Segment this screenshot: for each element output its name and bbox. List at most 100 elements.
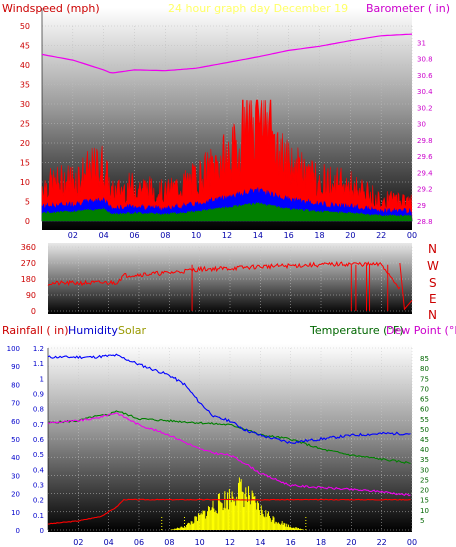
- graph-title: 24 hour graph day December 19: [168, 2, 348, 15]
- p3-x-tick-label: 02: [73, 538, 83, 547]
- p3-humidity-tick-label: 50: [11, 436, 20, 444]
- p3-humidity-tick-label: 80: [11, 381, 20, 389]
- wind-direction-series: [47, 260, 401, 290]
- p1-x-tick-label: 10: [191, 231, 201, 240]
- p3-x-tick-label: 16: [286, 538, 296, 547]
- p2-tick-label: 270: [21, 259, 36, 268]
- p3-humidity-tick-label: 0: [16, 527, 20, 535]
- humidity-title: Humidity: [68, 324, 118, 337]
- p1-left-tick-label: 30: [20, 100, 30, 109]
- p3-humidity-tick-label: 60: [11, 418, 20, 426]
- p3-temp-tick-label: 80: [420, 365, 429, 373]
- p2-tick-label: 90: [26, 291, 36, 300]
- p1-x-tick-label: 00: [407, 231, 417, 240]
- p1-x-tick-label: 04: [99, 231, 109, 240]
- p3-temp-tick-label: 30: [420, 466, 429, 474]
- wind-average-series: [41, 202, 413, 222]
- p2-tick-label: 360: [21, 243, 36, 252]
- dir-label-n-bottom: N: [428, 308, 437, 322]
- solar-title: Solar: [118, 324, 147, 337]
- p3-x-tick-label: 10: [195, 538, 205, 547]
- p3-x-tick-label: 20: [346, 538, 356, 547]
- p1-right-tick-label: 29.2: [417, 186, 433, 194]
- p1-x-tick-label: 12: [222, 231, 232, 240]
- series-layer: [41, 33, 413, 530]
- p3-x-tick-label: 04: [104, 538, 114, 547]
- p1-x-tick-label: 18: [314, 231, 324, 240]
- temperature-title: Temperature (°F): [309, 324, 404, 337]
- p1-left-tick-label: 20: [20, 139, 30, 148]
- p1-right-tick-label: 30.2: [417, 104, 433, 112]
- p3-x-tick-label: 06: [134, 538, 144, 547]
- dir-label-n-top: N: [428, 242, 437, 256]
- wind-gust-series: [41, 99, 413, 222]
- p3-rain-tick-label: 1: [40, 375, 44, 383]
- p3-temp-tick-label: 35: [420, 456, 429, 464]
- p3-x-tick-label: 22: [377, 538, 387, 547]
- p1-left-tick-label: 15: [20, 159, 30, 168]
- p3-humidity-tick-label: 70: [11, 400, 20, 408]
- p1-right-tick-label: 29.6: [417, 153, 433, 161]
- p3-rain-tick-label: 0.7: [33, 421, 44, 429]
- p3-rain-tick-label: 0.3: [33, 482, 44, 490]
- windspeed-title: Windspeed (mph): [2, 2, 100, 15]
- p3-temp-tick-label: 25: [420, 476, 429, 484]
- p3-humidity-tick-label: 100: [7, 345, 20, 353]
- p3-rain-tick-label: 0.8: [33, 406, 44, 414]
- p1-right-tick-label: 30.8: [417, 56, 433, 64]
- p3-rain-tick-label: 0.9: [33, 391, 44, 399]
- p1-x-tick-label: 14: [253, 231, 263, 240]
- p3-x-tick-label: 14: [255, 538, 265, 547]
- p1-x-tick-label: 16: [284, 231, 294, 240]
- humidity-series: [47, 353, 411, 444]
- p1-left-tick-label: 10: [20, 178, 30, 187]
- p1-right-tick-label: 29.8: [417, 137, 433, 145]
- p3-rain-tick-label: 0.1: [33, 512, 44, 520]
- p3-temp-tick-label: 45: [420, 436, 429, 444]
- p3-temp-tick-label: 20: [420, 487, 429, 495]
- p1-right-tick-label: 30: [417, 121, 426, 129]
- p3-rain-tick-label: 0.2: [33, 497, 44, 505]
- p3-humidity-tick-label: 90: [11, 363, 20, 371]
- p1-right-tick-label: 28.8: [417, 218, 433, 226]
- rainfall-title: Rainfall ( in): [2, 324, 69, 337]
- p2-tick-label: 180: [21, 275, 36, 284]
- barometer-title: Barometer ( in): [366, 2, 450, 15]
- p1-left-tick-label: 25: [20, 120, 30, 129]
- p1-right-tick-label: 30.4: [417, 88, 433, 96]
- p1-left-tick-label: 45: [20, 42, 30, 51]
- p3-rain-tick-label: 1.2: [33, 345, 44, 353]
- dir-label-s: S: [429, 276, 437, 290]
- p3-temp-tick-label: 85: [420, 355, 429, 363]
- p1-right-tick-label: 29.4: [417, 169, 433, 177]
- p3-rain-tick-label: 0.6: [33, 436, 45, 444]
- dewpoint-title: Dew Point (°F): [386, 324, 456, 337]
- p3-temp-tick-label: 75: [420, 375, 429, 383]
- p1-left-tick-label: 0: [25, 217, 30, 226]
- p1-x-tick-label: 06: [129, 231, 139, 240]
- rainfall-series: [47, 498, 411, 525]
- p1-x-tick-label: 20: [345, 231, 355, 240]
- p1-left-tick-label: 35: [20, 81, 30, 90]
- p1-right-tick-label: 31: [417, 39, 426, 47]
- p3-temp-tick-label: 5: [420, 517, 424, 525]
- p3-rain-tick-label: 1.1: [33, 360, 44, 368]
- p1-x-tick-label: 02: [68, 231, 78, 240]
- p3-x-tick-label: 12: [225, 538, 235, 547]
- p3-humidity-tick-label: 10: [11, 509, 20, 517]
- p3-temp-tick-label: 55: [420, 416, 429, 424]
- p2-tick-label: 0: [31, 307, 36, 316]
- p3-humidity-tick-label: 30: [11, 472, 20, 480]
- p1-left-tick-label: 50: [20, 22, 30, 31]
- dewpoint-series: [47, 412, 411, 497]
- p3-temp-tick-label: 65: [420, 396, 429, 404]
- wind-direction-tail: [399, 262, 413, 311]
- p3-temp-tick-label: 15: [420, 497, 429, 505]
- p3-temp-tick-label: 10: [420, 507, 429, 515]
- p3-x-tick-label: 18: [316, 538, 326, 547]
- p1-x-tick-label: 08: [160, 231, 170, 240]
- p1-x-tick-label: 22: [376, 231, 386, 240]
- p1-left-tick-label: 40: [20, 61, 30, 70]
